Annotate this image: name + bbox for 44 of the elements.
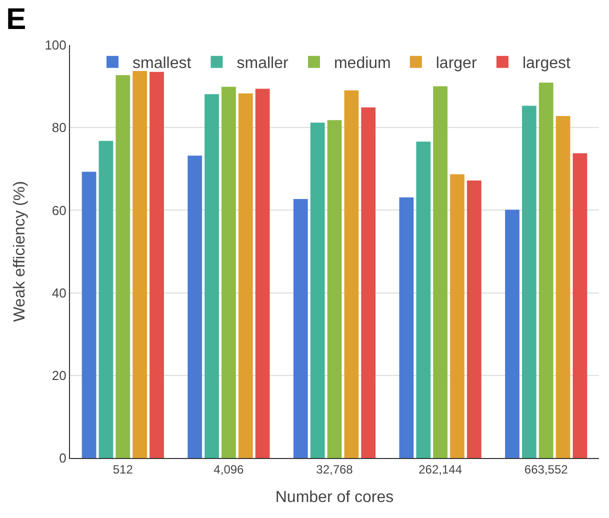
- bar: [255, 88, 270, 458]
- bar: [450, 174, 464, 458]
- bar: [310, 122, 325, 458]
- bar: [505, 210, 520, 458]
- bar: [556, 116, 570, 458]
- y-tick-label: 60: [52, 202, 66, 218]
- bar: [238, 93, 253, 458]
- bar: [150, 72, 164, 458]
- bar: [132, 71, 148, 458]
- bar: [572, 153, 588, 458]
- bar: [98, 140, 114, 458]
- x-tick-label: 4,096: [214, 462, 244, 476]
- bar: [344, 90, 359, 458]
- legend-label: medium: [334, 55, 391, 72]
- x-tick-label: 32,768: [316, 462, 354, 476]
- x-tick-label: 512: [112, 462, 134, 476]
- bar: [361, 107, 376, 458]
- y-tick-label: 100: [44, 38, 66, 53]
- bar: [293, 199, 308, 458]
- legend-label: smaller: [236, 55, 289, 72]
- y-tick-label: 0: [59, 450, 66, 466]
- x-axis-title: Number of cores: [275, 489, 394, 506]
- bar: [466, 180, 482, 458]
- y-tick-label: 40: [52, 285, 66, 300]
- chart-title: E: [6, 2, 26, 36]
- bar: [433, 86, 448, 458]
- bar: [399, 197, 414, 458]
- bar: [188, 156, 202, 458]
- x-tick-label: 262,144: [418, 462, 462, 476]
- x-tick-label: 663,552: [524, 462, 568, 476]
- bar: [327, 120, 342, 458]
- bar: [204, 94, 219, 458]
- legend-label: smallest: [132, 55, 192, 72]
- legend-label: largest: [522, 55, 572, 72]
- y-axis-title: Weak efficiency (%): [12, 181, 29, 322]
- bar: [538, 82, 554, 458]
- y-tick-label: 20: [52, 368, 66, 383]
- bar: [522, 106, 536, 458]
- y-tick-label: 80: [52, 120, 66, 136]
- legend-label: larger: [436, 55, 478, 72]
- bar: [416, 142, 431, 458]
- bar: [222, 86, 236, 458]
- bar: [82, 172, 96, 458]
- bar: [116, 75, 130, 458]
